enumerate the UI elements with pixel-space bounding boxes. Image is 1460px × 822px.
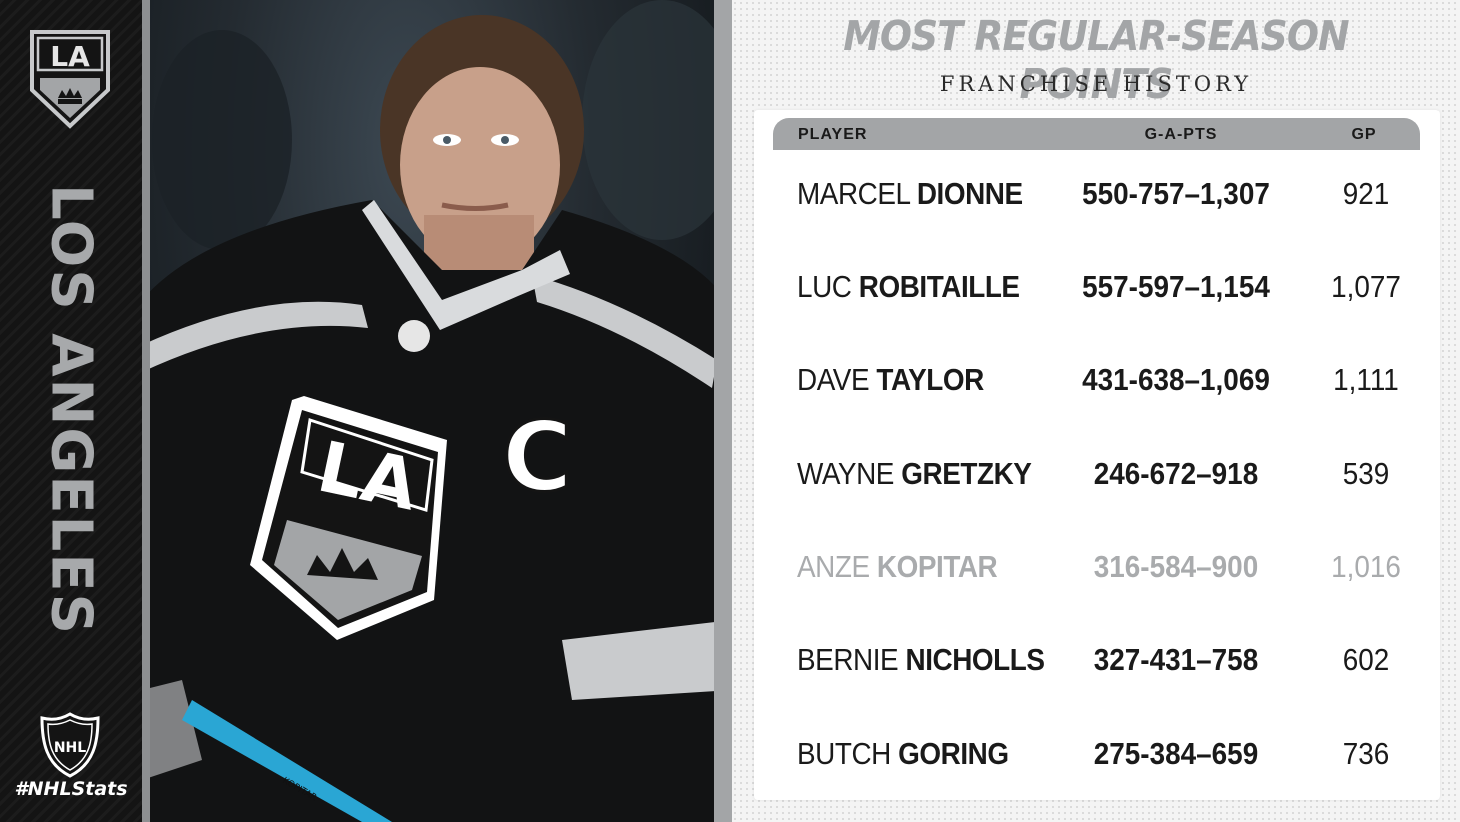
- nhl-shield-icon: NHL: [40, 712, 100, 778]
- table-row: MARCEL DIONNE 550-757–1,307 921: [773, 164, 1420, 224]
- player-name: MARCEL DIONNE: [797, 176, 1023, 211]
- table-row: BERNIE NICHOLLS 327-431–758 602: [773, 630, 1420, 690]
- goals-assists-points: 550-757–1,307: [1082, 176, 1270, 211]
- goals-assists-points: 327-431–758: [1093, 642, 1259, 677]
- page-subtitle: FRANCHISE HISTORY: [939, 72, 1253, 96]
- svg-text:LA: LA: [50, 40, 90, 73]
- player-name: BUTCH GORING: [797, 736, 1009, 771]
- photo-border-left: [142, 0, 150, 822]
- table-row-highlighted: ANZE KOPITAR 316-584–900 1,016: [773, 537, 1420, 597]
- player-name: LUC ROBITAILLE: [797, 269, 1020, 304]
- column-header-gp: GP: [1351, 126, 1377, 143]
- games-played: 921: [1342, 176, 1390, 211]
- table-row: DAVE TAYLOR 431-638–1,069 1,111: [773, 350, 1420, 410]
- player-photo: LA C KOPITAR: [142, 0, 732, 822]
- games-played: 1,111: [1333, 362, 1399, 397]
- goals-assists-points: 246-672–918: [1093, 456, 1259, 491]
- games-played: 602: [1342, 642, 1390, 677]
- team-name: LOS ANGELES: [38, 184, 104, 636]
- player-name: DAVE TAYLOR: [797, 362, 984, 397]
- page-title: MOST REGULAR-SEASON POINTS: [843, 12, 1349, 108]
- table-row: WAYNE GRETZKY 246-672–918 539: [773, 444, 1420, 504]
- player-name: BERNIE NICHOLLS: [797, 642, 1045, 677]
- goals-assists-points: 275-384–659: [1093, 736, 1259, 771]
- kings-logo-icon: LA: [30, 30, 110, 129]
- player-name: ANZE KOPITAR: [797, 549, 998, 584]
- stats-table-card: [754, 110, 1440, 800]
- games-played: 1,016: [1331, 549, 1401, 584]
- goals-assists-points: 557-597–1,154: [1082, 269, 1270, 304]
- table-row: LUC ROBITAILLE 557-597–1,154 1,077: [773, 257, 1420, 317]
- table-header: PLAYER G-A-PTS GP: [773, 118, 1420, 150]
- svg-text:C: C: [502, 401, 572, 513]
- player-name: WAYNE GRETZKY: [797, 456, 1032, 491]
- svg-text:NHL: NHL: [54, 740, 86, 756]
- games-played: 736: [1342, 736, 1390, 771]
- hashtag-label: #NHLStats: [14, 778, 128, 800]
- games-played: 1,077: [1331, 269, 1401, 304]
- player-illustration: LA C KOPITAR: [142, 0, 732, 822]
- goals-assists-points: 431-638–1,069: [1082, 362, 1270, 397]
- photo-border-right: [714, 0, 732, 822]
- column-header-player: PLAYER: [798, 126, 868, 143]
- goals-assists-points: 316-584–900: [1093, 549, 1259, 584]
- games-played: 539: [1342, 456, 1390, 491]
- svg-text:LA: LA: [311, 426, 425, 527]
- table-row: BUTCH GORING 275-384–659 736: [773, 724, 1420, 784]
- column-header-gap: G-A-PTS: [1144, 126, 1218, 143]
- team-sidebar: LA LOS ANGELES NHL #NHLStats: [0, 0, 142, 822]
